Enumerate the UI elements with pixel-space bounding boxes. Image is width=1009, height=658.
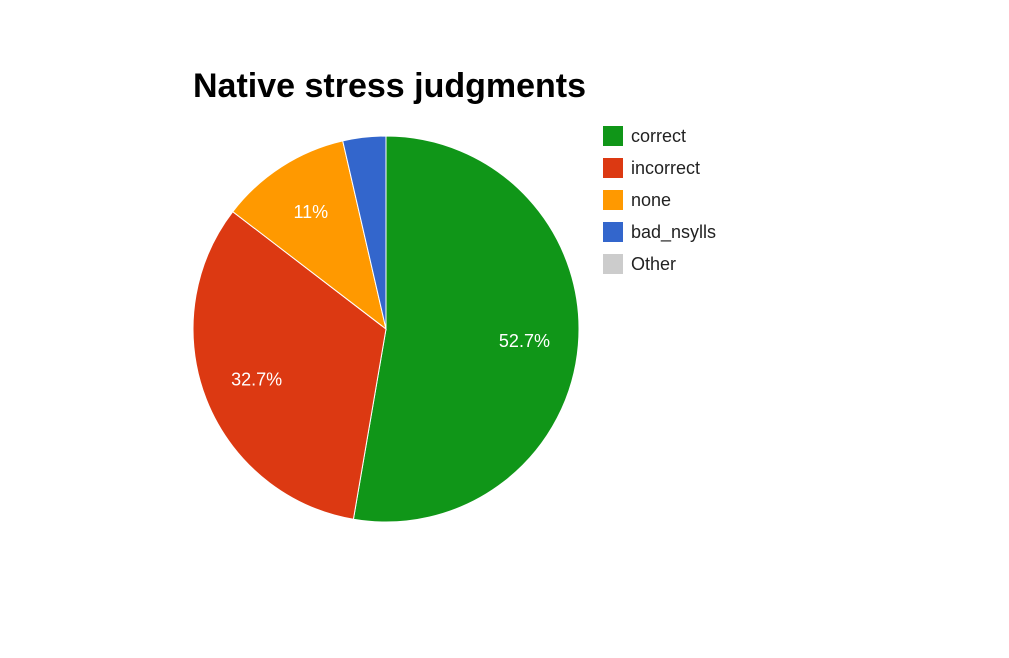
legend-label-incorrect: incorrect [631, 158, 700, 178]
legend-swatch-other [603, 254, 623, 274]
pie-slice-bad-nsylls [342, 135, 387, 330]
legend-label-correct: correct [631, 126, 686, 146]
slice-label-incorrect: 32.7% [231, 370, 282, 390]
pie-slice-none [232, 140, 387, 331]
legend-swatch-incorrect [603, 158, 623, 178]
legend-label-bad-nsylls: bad_nsylls [631, 222, 716, 243]
slice-label-correct: 52.7% [499, 331, 550, 351]
pie-slice-labels: 52.7% 32.7% 11% [231, 202, 550, 390]
pie-slices [192, 135, 580, 523]
legend-swatch-bad-nsylls [603, 222, 623, 242]
pie-slice-correct [352, 135, 580, 523]
legend-swatch-none [603, 190, 623, 210]
slice-label-none: 11% [293, 202, 328, 222]
legend-label-none: none [631, 190, 671, 210]
legend: correct incorrect none bad_nsylls Other [603, 126, 716, 274]
legend-label-other: Other [631, 254, 676, 274]
legend-swatch-correct [603, 126, 623, 146]
chart-title: Native stress judgments [193, 67, 586, 105]
pie-slice-incorrect [192, 210, 387, 520]
